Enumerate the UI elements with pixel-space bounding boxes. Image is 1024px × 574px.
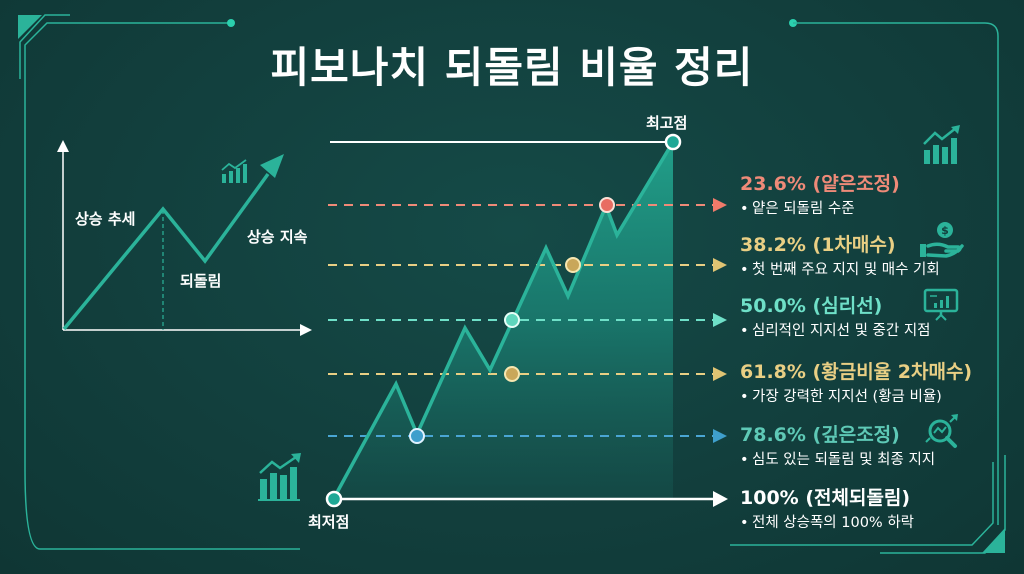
bullet: •	[740, 201, 749, 217]
level-description-text: 전체 상승폭의 100% 하락	[752, 515, 915, 531]
presentation-board-icon	[923, 288, 959, 321]
level-percent: 50.0%	[740, 295, 806, 317]
magnifier-chart-icon	[925, 414, 958, 448]
level-50-0: 50.0% (심리선) • 심리적인 지지선 및 중간 지점	[740, 295, 931, 341]
label-low: 최저점	[308, 513, 350, 531]
level-heading: 78.6% (깊은조정)	[740, 424, 935, 446]
level-description-text: 첫 번째 주요 지지 및 매수 기회	[752, 262, 940, 278]
level-description-text: 얕은 되돌림 수준	[752, 201, 855, 217]
level-name: (깊은조정)	[812, 424, 900, 446]
level-description: • 가장 강력한 지지선 (황금 비율)	[740, 387, 972, 407]
bar-chart-growth-icon	[221, 159, 247, 183]
level-percent: 23.6%	[740, 173, 806, 195]
level-description: • 전체 상승폭의 100% 하락	[740, 513, 914, 533]
money-hand-icon: $	[920, 222, 964, 258]
bullet: •	[740, 515, 749, 531]
level-38-2: 38.2% (1차매수) • 첫 번째 주요 지지 및 매수 기회	[740, 234, 940, 280]
level-description-text: 심도 있는 되돌림 및 최종 지지	[752, 452, 936, 468]
level-name: (전체되돌림)	[805, 487, 911, 509]
level-percent: 38.2%	[740, 234, 806, 256]
level-description: • 얕은 되돌림 수준	[740, 199, 900, 219]
svg-text:$: $	[941, 224, 949, 237]
bar-chart-growth-icon	[258, 453, 301, 501]
level-heading: 100% (전체되돌림)	[740, 487, 914, 509]
concept-diagram	[57, 140, 312, 336]
level-description: • 심도 있는 되돌림 및 최종 지지	[740, 450, 935, 470]
bullet: •	[740, 262, 749, 278]
label-retracement: 되돌림	[180, 272, 222, 290]
level-heading: 38.2% (1차매수)	[740, 234, 940, 256]
level-78-6: 78.6% (깊은조정) • 심도 있는 되돌림 및 최종 지지	[740, 424, 935, 470]
label-continuation: 상승 지속	[247, 228, 308, 246]
level-23-6: 23.6% (얕은조정) • 얕은 되돌림 수준	[740, 173, 900, 219]
level-description-text: 가장 강력한 지지선 (황금 비율)	[752, 389, 942, 405]
bar-chart-growth-icon	[923, 125, 960, 164]
level-100: 100% (전체되돌림) • 전체 상승폭의 100% 하락	[740, 487, 914, 533]
bullet: •	[740, 452, 749, 468]
level-description-text: 심리적인 지지선 및 중간 지점	[752, 323, 931, 339]
level-percent: 100%	[740, 487, 799, 509]
level-heading: 23.6% (얕은조정)	[740, 173, 900, 195]
bullet: •	[740, 323, 749, 339]
level-heading: 61.8% (황금비율 2차매수)	[740, 361, 972, 383]
level-name: (1차매수)	[812, 234, 896, 256]
level-name: (심리선)	[812, 295, 883, 317]
level-name: (황금비율 2차매수)	[812, 361, 973, 383]
level-percent: 61.8%	[740, 361, 806, 383]
level-name: (얕은조정)	[812, 173, 900, 195]
bullet: •	[740, 389, 749, 405]
level-description: • 심리적인 지지선 및 중간 지점	[740, 321, 931, 341]
level-61-8: 61.8% (황금비율 2차매수) • 가장 강력한 지지선 (황금 비율)	[740, 361, 972, 407]
label-uptrend: 상승 추세	[75, 210, 136, 228]
label-high: 최고점	[646, 114, 688, 132]
level-percent: 78.6%	[740, 424, 806, 446]
page-title: 피보나치 되돌림 비율 정리	[270, 43, 754, 92]
level-description: • 첫 번째 주요 지지 및 매수 기회	[740, 260, 940, 280]
level-heading: 50.0% (심리선)	[740, 295, 931, 317]
